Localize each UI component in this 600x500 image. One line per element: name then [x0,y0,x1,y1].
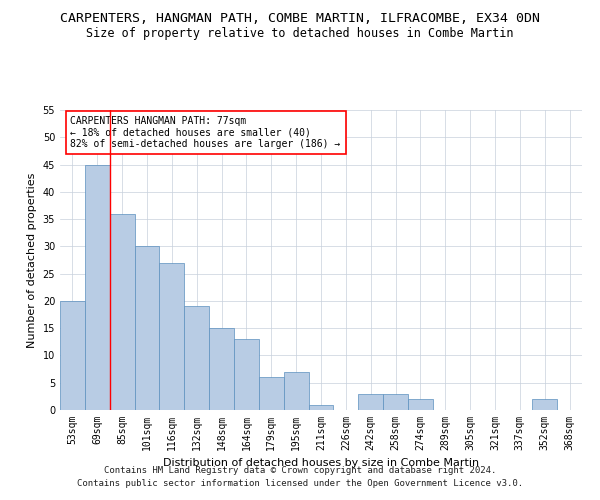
Bar [110,214,134,410]
Bar [134,246,160,410]
Text: Size of property relative to detached houses in Combe Martin: Size of property relative to detached ho… [86,28,514,40]
Bar [209,328,234,410]
X-axis label: Distribution of detached houses by size in Combe Martin: Distribution of detached houses by size … [163,458,479,468]
Bar [308,404,334,410]
Bar [284,372,308,410]
Bar [85,164,110,410]
Bar [532,399,557,410]
Bar [259,378,284,410]
Bar [408,399,433,410]
Bar [383,394,408,410]
Bar [234,339,259,410]
Text: Contains HM Land Registry data © Crown copyright and database right 2024.
Contai: Contains HM Land Registry data © Crown c… [77,466,523,487]
Text: CARPENTERS, HANGMAN PATH, COMBE MARTIN, ILFRACOMBE, EX34 0DN: CARPENTERS, HANGMAN PATH, COMBE MARTIN, … [60,12,540,26]
Bar [60,301,85,410]
Bar [358,394,383,410]
Y-axis label: Number of detached properties: Number of detached properties [27,172,37,348]
Text: CARPENTERS HANGMAN PATH: 77sqm
← 18% of detached houses are smaller (40)
82% of : CARPENTERS HANGMAN PATH: 77sqm ← 18% of … [70,116,341,149]
Bar [160,262,184,410]
Bar [184,306,209,410]
